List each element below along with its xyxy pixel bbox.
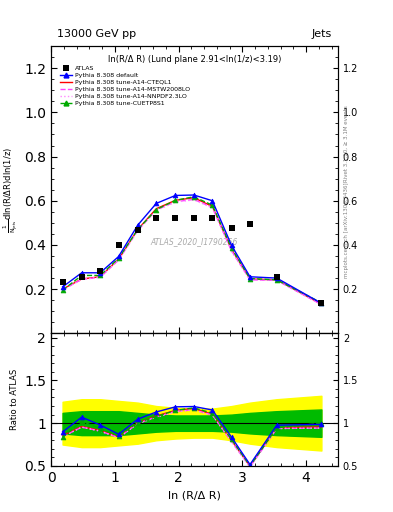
Point bbox=[247, 220, 253, 228]
Y-axis label: Ratio to ATLAS: Ratio to ATLAS bbox=[10, 369, 19, 430]
Y-axis label: $\mathregular{d^2 N_{emissions}}$
$\mathregular{\frac{1}{N_{jets}} d\ln(R/\Delta: $\mathregular{d^2 N_{emissions}}$ $\math… bbox=[0, 146, 20, 233]
Point bbox=[228, 224, 235, 232]
X-axis label: ln (R/Δ R): ln (R/Δ R) bbox=[168, 490, 221, 500]
Text: 13000 GeV pp: 13000 GeV pp bbox=[57, 29, 136, 39]
Legend: ATLAS, Pythia 8.308 default, Pythia 8.308 tune-A14-CTEQL1, Pythia 8.308 tune-A14: ATLAS, Pythia 8.308 default, Pythia 8.30… bbox=[57, 63, 193, 109]
Point bbox=[97, 267, 103, 275]
Point bbox=[318, 298, 325, 307]
Point bbox=[191, 214, 197, 222]
Text: Jets: Jets bbox=[312, 29, 332, 39]
Point bbox=[209, 215, 215, 223]
Point bbox=[172, 214, 178, 222]
Point bbox=[153, 215, 160, 223]
Point bbox=[135, 226, 141, 234]
Text: mcplots.cern.ch [arXiv:1306.3436]: mcplots.cern.ch [arXiv:1306.3436] bbox=[344, 183, 349, 278]
Point bbox=[116, 241, 122, 249]
Text: Rivet 3.1.10, ≥ 3.1M events: Rivet 3.1.10, ≥ 3.1M events bbox=[344, 105, 349, 182]
Point bbox=[59, 278, 66, 286]
Text: ATLAS_2020_I1790256: ATLAS_2020_I1790256 bbox=[151, 237, 238, 246]
Text: ln(R/Δ R) (Lund plane 2.91<ln(1/z)<3.19): ln(R/Δ R) (Lund plane 2.91<ln(1/z)<3.19) bbox=[108, 55, 281, 63]
Point bbox=[79, 273, 85, 281]
Point bbox=[274, 273, 280, 281]
